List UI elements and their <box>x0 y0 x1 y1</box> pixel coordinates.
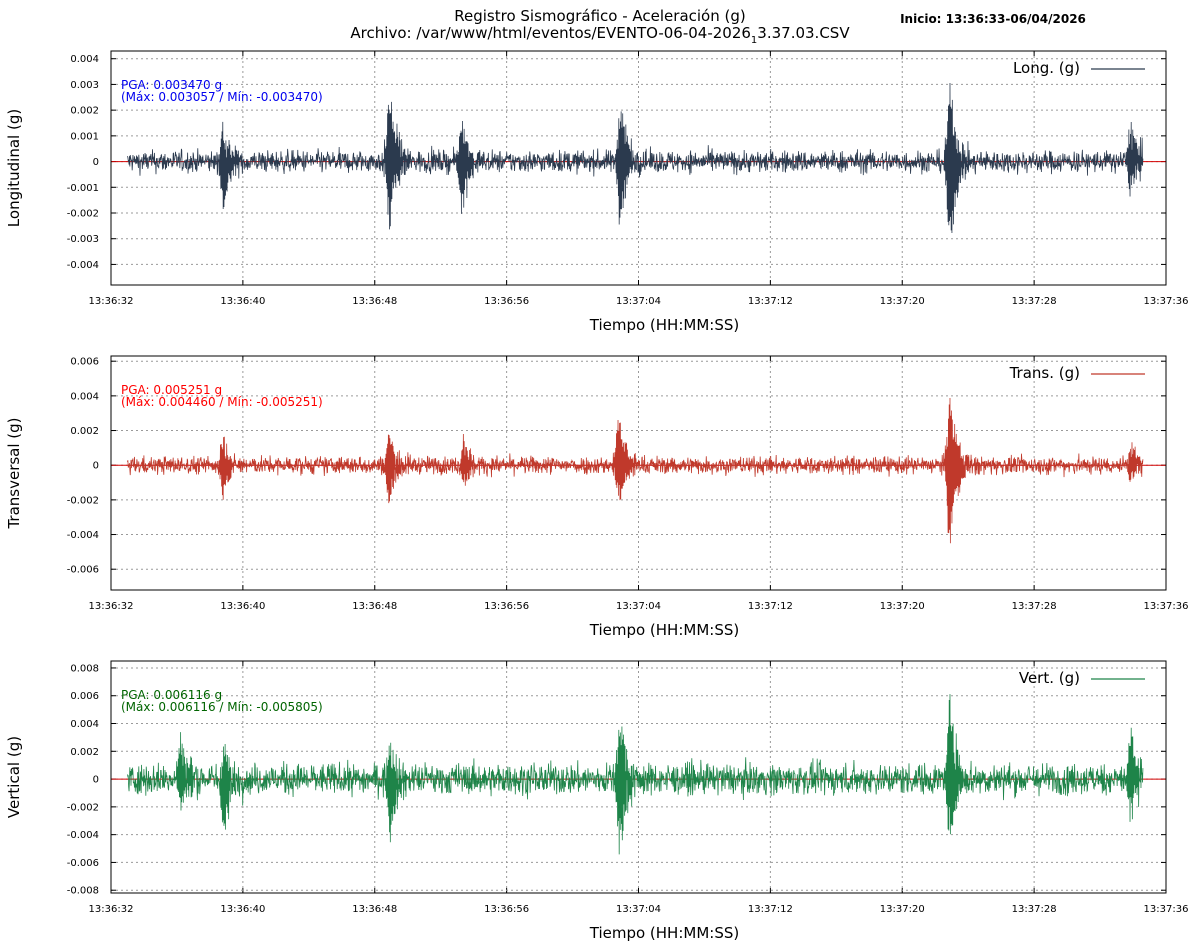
y-tick-label: -0.004 <box>67 260 99 271</box>
x-tick-label: 13:37:04 <box>616 296 661 307</box>
chart-panel-1: 13:36:32 13:36:40 13:36:48 13:36:56 13:37:04… <box>5 50 1189 334</box>
y-tick-label: 0.002 <box>70 426 99 437</box>
y-tick-label: -0.003 <box>67 234 99 245</box>
y-tick-label: 0.006 <box>70 357 99 368</box>
y-tick-label: -0.006 <box>67 858 99 869</box>
x-tick-label: 13:36:56 <box>484 296 529 307</box>
legend-label: Trans. (g) <box>1009 364 1080 382</box>
x-tick-label: 13:37:36 <box>1144 904 1189 915</box>
subtitle-tail: 3.37.03.CSV <box>757 24 850 42</box>
start-time-label: Inicio: 13:36:33-06/04/2026 <box>900 12 1086 26</box>
y-tick-label: 0.004 <box>70 391 99 402</box>
x-tick-label: 13:36:48 <box>352 296 397 307</box>
x-tick-label: 13:37:36 <box>1144 296 1189 307</box>
x-tick-label: 13:36:56 <box>484 601 529 612</box>
x-tick-label: 13:37:36 <box>1144 601 1189 612</box>
chart-panel-3: 13:36:32 13:36:40 13:36:48 13:36:56 13:37:04… <box>5 660 1189 942</box>
pga-label: PGA: 0.006116 g <box>121 688 222 702</box>
x-tick-label: 13:37:12 <box>748 904 793 915</box>
signal-trace <box>127 397 1144 544</box>
signal-trace <box>127 82 1144 234</box>
y-tick-label: 0.002 <box>70 747 99 758</box>
x-tick-label: 13:37:28 <box>1012 296 1057 307</box>
y-tick-label: 0.004 <box>70 54 99 65</box>
x-tick-label: 13:36:48 <box>352 904 397 915</box>
y-tick-label: -0.002 <box>67 209 99 220</box>
x-axis-label: Tiempo (HH:MM:SS) <box>589 316 739 334</box>
plot-frame <box>110 660 1167 894</box>
y-tick-label: 0.004 <box>70 719 99 730</box>
y-axis-label: Longitudinal (g) <box>5 109 23 227</box>
x-tick-label: 13:37:20 <box>880 296 925 307</box>
x-tick-label: 13:37:12 <box>748 601 793 612</box>
x-tick-label: 13:37:04 <box>616 601 661 612</box>
x-axis-label: Tiempo (HH:MM:SS) <box>589 621 739 639</box>
y-tick-label: -0.004 <box>67 530 99 541</box>
pga-range-label: (Máx: 0.006116 / Mín: -0.005805) <box>121 700 323 714</box>
x-tick-label: 13:36:32 <box>89 296 134 307</box>
legend-label: Long. (g) <box>1013 59 1080 77</box>
y-tick-label: 0.006 <box>70 691 99 702</box>
y-axis-label: Vertical (g) <box>5 736 23 818</box>
pga-range-label: (Máx: 0.004460 / Mín: -0.005251) <box>121 395 323 409</box>
pga-label: PGA: 0.005251 g <box>121 383 222 397</box>
y-tick-label: 0 <box>93 461 99 472</box>
y-tick-label: -0.002 <box>67 802 99 813</box>
x-tick-label: 13:37:28 <box>1012 601 1057 612</box>
y-tick-label: -0.008 <box>67 886 99 897</box>
x-tick-label: 13:36:40 <box>220 601 265 612</box>
signal-trace <box>127 694 1144 855</box>
chart-title: Registro Sismográfico - Aceleración (g) <box>454 7 745 25</box>
y-tick-label: -0.002 <box>67 495 99 506</box>
y-tick-label: 0 <box>93 157 99 168</box>
x-tick-label: 13:37:12 <box>748 296 793 307</box>
x-tick-label: 13:36:56 <box>484 904 529 915</box>
y-tick-label: 0 <box>93 775 99 786</box>
x-tick-label: 13:36:40 <box>220 904 265 915</box>
y-tick-label: -0.006 <box>67 565 99 576</box>
subtitle-main: Archivo: /var/www/html/eventos/EVENTO-06… <box>350 24 751 42</box>
x-tick-label: 13:36:48 <box>352 601 397 612</box>
y-tick-label: -0.004 <box>67 830 99 841</box>
x-tick-label: 13:37:28 <box>1012 904 1057 915</box>
x-axis-label: Tiempo (HH:MM:SS) <box>589 924 739 942</box>
x-tick-label: 13:37:20 <box>880 904 925 915</box>
x-tick-label: 13:36:40 <box>220 296 265 307</box>
plot-frame <box>110 50 1167 286</box>
x-tick-label: 13:36:32 <box>89 904 134 915</box>
chart-subtitle: Archivo: /var/www/html/eventos/EVENTO-06… <box>350 24 850 46</box>
y-tick-label: 0.002 <box>70 106 99 117</box>
y-tick-label: 0.001 <box>70 131 99 142</box>
y-tick-label: 0.003 <box>70 80 99 91</box>
y-tick-label: 0.008 <box>70 663 99 674</box>
x-tick-label: 13:37:20 <box>880 601 925 612</box>
x-tick-label: 13:36:32 <box>89 601 134 612</box>
pga-range-label: (Máx: 0.003057 / Mín: -0.003470) <box>121 90 323 104</box>
plot-frame <box>110 355 1167 591</box>
y-axis-label: Transversal (g) <box>5 417 23 529</box>
y-tick-label: -0.001 <box>67 183 99 194</box>
x-tick-label: 13:37:04 <box>616 904 661 915</box>
chart-panels: 13:36:32 13:36:40 13:36:48 13:36:56 13:37:04… <box>5 50 1189 942</box>
chart-panel-2: 13:36:32 13:36:40 13:36:48 13:36:56 13:37:04… <box>5 355 1189 639</box>
subtitle-subscript: 1 <box>751 35 757 46</box>
pga-label: PGA: 0.003470 g <box>121 78 222 92</box>
legend-label: Vert. (g) <box>1019 669 1080 687</box>
